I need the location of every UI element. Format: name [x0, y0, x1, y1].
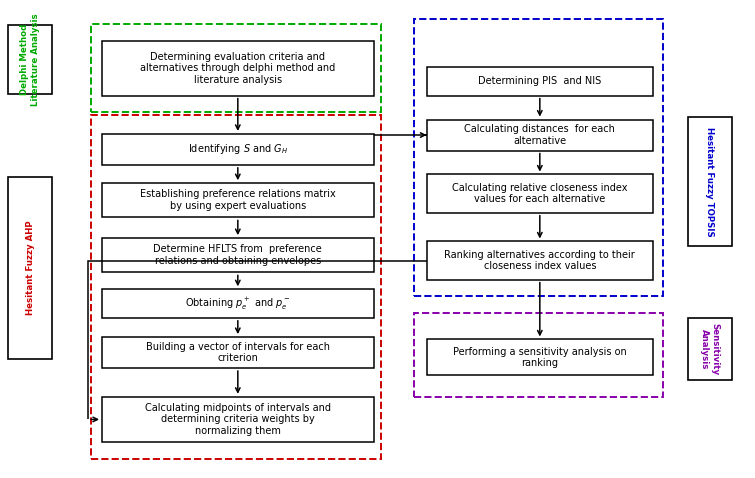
Text: Determining evaluation criteria and
alternatives through delphi method and
liter: Determining evaluation criteria and alte…	[140, 52, 335, 85]
Text: Identifying $S$ and $G_H$: Identifying $S$ and $G_H$	[188, 142, 288, 156]
Text: Establishing preference relations matrix
by using expert evaluations: Establishing preference relations matrix…	[140, 189, 336, 211]
Bar	[102, 238, 374, 272]
Text: Delphi Method
Literature Analysis: Delphi Method Literature Analysis	[20, 13, 40, 106]
Bar	[102, 41, 374, 96]
Text: Building a vector of intervals for each
criterion: Building a vector of intervals for each …	[146, 342, 330, 363]
Bar	[688, 318, 732, 380]
Bar	[427, 241, 653, 280]
Bar	[427, 339, 653, 375]
Bar	[91, 115, 381, 459]
Bar	[427, 120, 653, 151]
Bar	[102, 397, 374, 442]
Text: Performing a sensitivity analysis on
ranking: Performing a sensitivity analysis on ran…	[453, 347, 627, 368]
Text: Obtaining $p_e^+$ and $p_e^-$: Obtaining $p_e^+$ and $p_e^-$	[185, 295, 291, 312]
Bar	[102, 337, 374, 368]
Text: Hesitant Fuzzy TOPSIS: Hesitant Fuzzy TOPSIS	[705, 127, 714, 237]
Bar	[102, 134, 374, 165]
Bar	[427, 67, 653, 96]
Text: Sensitivity
Analysis: Sensitivity Analysis	[700, 323, 720, 375]
Bar	[8, 25, 52, 95]
Text: Ranking alternatives according to their
closeness index values: Ranking alternatives according to their …	[445, 250, 635, 272]
Bar	[102, 289, 374, 318]
Text: Hesitant Fuzzy AHP: Hesitant Fuzzy AHP	[26, 220, 35, 315]
Text: Calculating relative closeness index
values for each alternative: Calculating relative closeness index val…	[452, 183, 627, 205]
Text: Calculating midpoints of intervals and
determining criteria weights by
normalizi: Calculating midpoints of intervals and d…	[145, 403, 331, 436]
Text: Calculating distances  for each
alternative: Calculating distances for each alternati…	[464, 124, 615, 146]
Text: Determining PIS  and NIS: Determining PIS and NIS	[478, 76, 602, 86]
Bar	[427, 174, 653, 213]
Bar	[8, 177, 52, 358]
Bar	[414, 19, 663, 296]
Bar	[102, 183, 374, 217]
Bar	[91, 24, 381, 112]
Text: Determine HFLTS from  preference
relations and obtaining envelopes: Determine HFLTS from preference relation…	[153, 244, 322, 266]
Bar	[414, 313, 663, 397]
Bar	[688, 117, 732, 246]
